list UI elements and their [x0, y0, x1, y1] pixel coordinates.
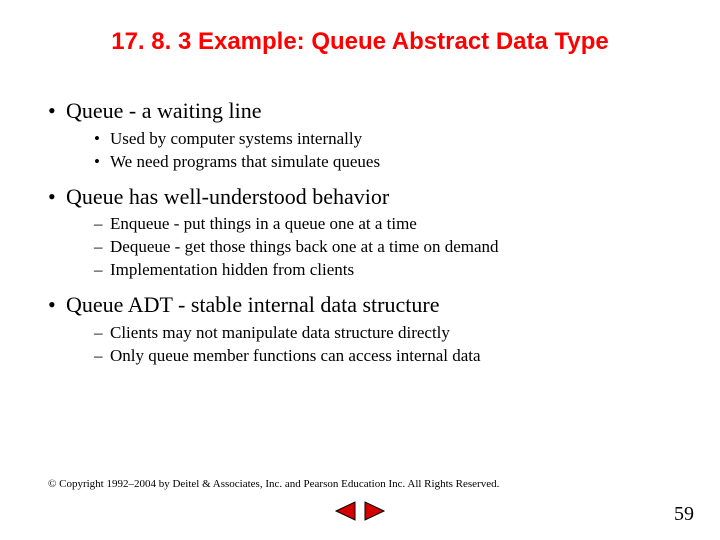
- sub-bullet-item: Dequeue - get those things back one at a…: [110, 236, 672, 259]
- slide-content: Queue - a waiting line Used by computer …: [48, 96, 672, 368]
- sub-bullet-item: Implementation hidden from clients: [110, 259, 672, 282]
- prev-button[interactable]: [333, 500, 357, 522]
- sub-bullet-item: We need programs that simulate queues: [110, 151, 672, 174]
- triangle-left-icon: [333, 500, 357, 522]
- triangle-right-icon: [363, 500, 387, 522]
- bullet-item: Queue has well-understood behavior: [66, 182, 672, 212]
- next-button[interactable]: [363, 500, 387, 522]
- sub-bullet-item: Only queue member functions can access i…: [110, 345, 672, 368]
- slide-title: 17. 8. 3 Example: Queue Abstract Data Ty…: [48, 28, 672, 56]
- nav-buttons: [333, 500, 387, 522]
- bullet-item: Queue ADT - stable internal data structu…: [66, 290, 672, 320]
- sub-bullet-item: Enqueue - put things in a queue one at a…: [110, 213, 672, 236]
- sub-bullet-item: Used by computer systems internally: [110, 128, 672, 151]
- page-number: 59: [674, 503, 694, 526]
- sub-bullet-item: Clients may not manipulate data structur…: [110, 322, 672, 345]
- copyright-text: © Copyright 1992–2004 by Deitel & Associ…: [48, 478, 499, 490]
- bullet-item: Queue - a waiting line: [66, 96, 672, 126]
- slide: 17. 8. 3 Example: Queue Abstract Data Ty…: [0, 0, 720, 540]
